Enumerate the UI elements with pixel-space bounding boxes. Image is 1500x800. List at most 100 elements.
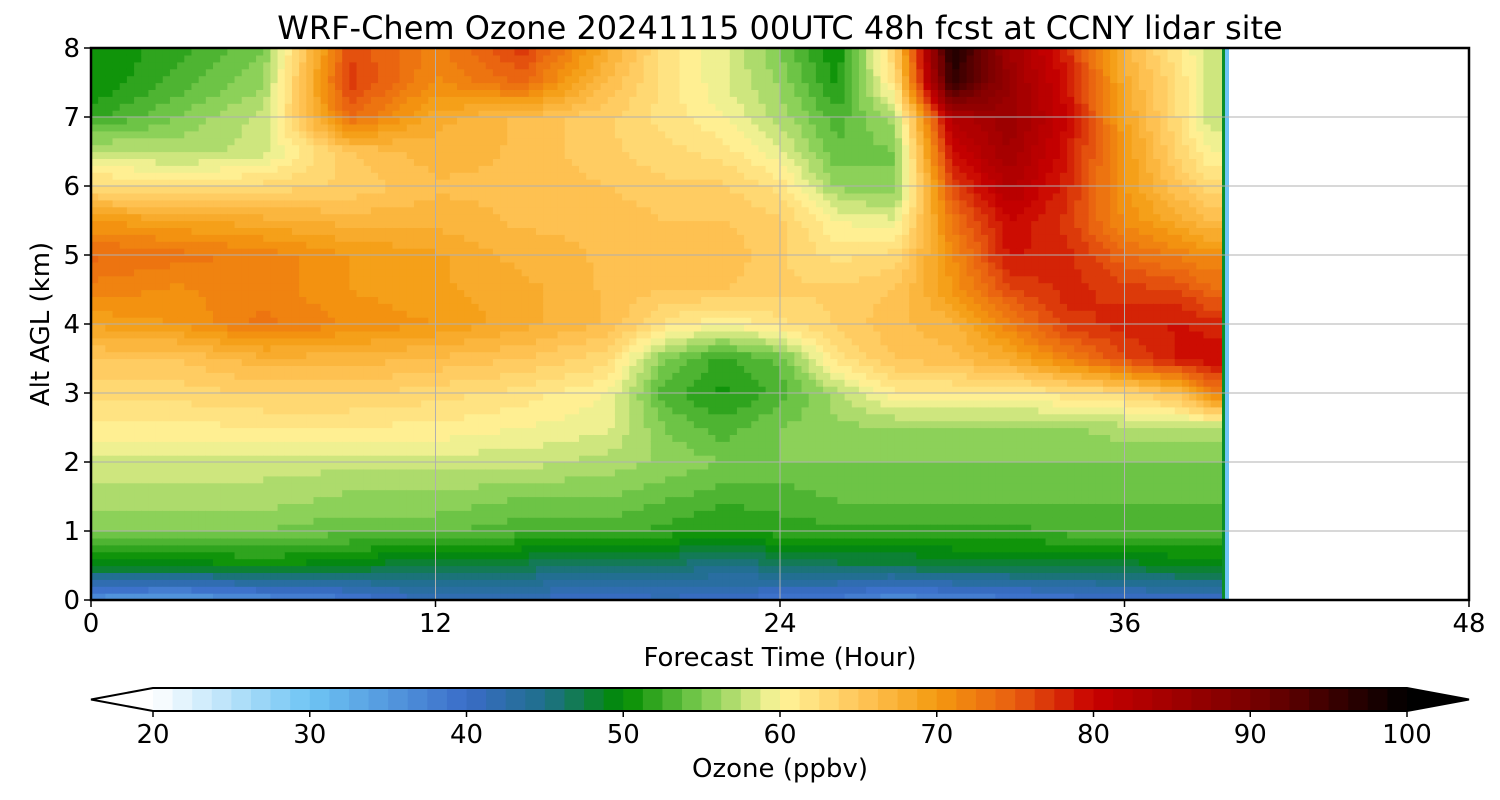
heatmap-cell bbox=[356, 572, 365, 580]
heatmap-cell bbox=[435, 54, 444, 63]
heatmap-cell bbox=[227, 489, 236, 498]
heatmap-cell bbox=[105, 565, 114, 573]
heatmap-cell bbox=[234, 330, 243, 339]
heatmap-cell bbox=[105, 558, 114, 567]
heatmap-cell bbox=[492, 172, 501, 180]
heatmap-cell bbox=[349, 586, 358, 594]
heatmap-cell bbox=[126, 524, 135, 532]
heatmap-cell bbox=[464, 268, 472, 277]
heatmap-cell bbox=[514, 551, 523, 560]
heatmap-cell bbox=[378, 579, 386, 587]
heatmap-cell bbox=[471, 289, 480, 297]
heatmap-cell bbox=[428, 503, 437, 511]
heatmap-cell bbox=[191, 379, 200, 387]
heatmap-cell bbox=[112, 517, 121, 525]
heatmap-cell bbox=[155, 61, 164, 70]
heatmap-cell bbox=[291, 475, 300, 484]
heatmap-cell bbox=[478, 130, 487, 139]
heatmap-cell bbox=[500, 241, 508, 249]
heatmap-cell bbox=[220, 220, 228, 228]
heatmap-cell bbox=[241, 220, 250, 228]
heatmap-cell bbox=[428, 48, 437, 56]
heatmap-cell bbox=[428, 61, 437, 70]
heatmap-cell bbox=[270, 448, 279, 456]
heatmap-cell bbox=[112, 192, 121, 201]
heatmap-cell bbox=[313, 227, 322, 235]
heatmap-cell bbox=[256, 510, 264, 518]
heatmap-cell bbox=[234, 144, 243, 153]
heatmap-cell bbox=[270, 393, 279, 401]
heatmap-cell bbox=[442, 558, 451, 567]
heatmap-cell bbox=[198, 565, 207, 573]
heatmap-cell bbox=[514, 489, 523, 498]
heatmap-cell bbox=[277, 496, 286, 504]
heatmap-cell bbox=[112, 434, 121, 442]
heatmap-cell bbox=[521, 317, 530, 325]
heatmap-cell bbox=[234, 165, 243, 173]
heatmap-cell bbox=[169, 468, 178, 477]
heatmap-cell bbox=[478, 268, 487, 277]
heatmap-cell bbox=[492, 89, 501, 97]
heatmap-cell bbox=[485, 448, 494, 456]
heatmap-cell bbox=[399, 330, 408, 339]
heatmap-cell bbox=[342, 275, 350, 284]
heatmap-cell bbox=[457, 365, 465, 373]
heatmap-cell bbox=[141, 468, 150, 477]
heatmap-cell bbox=[370, 434, 379, 442]
heatmap-cell bbox=[500, 89, 508, 97]
heatmap-cell bbox=[277, 61, 286, 70]
heatmap-cell bbox=[263, 137, 272, 146]
heatmap-cell bbox=[213, 365, 221, 373]
heatmap-cell bbox=[457, 579, 465, 587]
heatmap-cell bbox=[119, 434, 128, 442]
heatmap-cell bbox=[327, 489, 336, 498]
heatmap-cell bbox=[227, 158, 236, 166]
heatmap-cell bbox=[320, 462, 329, 470]
heatmap-cell bbox=[320, 179, 329, 187]
heatmap-cell bbox=[457, 544, 465, 553]
heatmap-cell bbox=[126, 213, 135, 222]
heatmap-cell bbox=[485, 482, 494, 491]
heatmap-cell bbox=[521, 337, 530, 346]
heatmap-cell bbox=[356, 565, 365, 573]
heatmap-cell bbox=[112, 324, 121, 332]
heatmap-cell bbox=[449, 213, 458, 222]
heatmap-cell bbox=[378, 179, 386, 187]
heatmap-cell bbox=[342, 537, 350, 546]
heatmap-cell bbox=[435, 579, 444, 587]
heatmap-cell bbox=[241, 462, 250, 470]
heatmap-cell bbox=[478, 531, 487, 539]
heatmap-cell bbox=[399, 199, 408, 208]
heatmap-cell bbox=[155, 192, 164, 201]
heatmap-cell bbox=[213, 151, 221, 159]
heatmap-cell bbox=[263, 310, 272, 318]
heatmap-cell bbox=[134, 227, 142, 235]
heatmap-cell bbox=[155, 103, 164, 111]
heatmap-cell bbox=[299, 165, 307, 173]
heatmap-cell bbox=[220, 489, 228, 498]
heatmap-cell bbox=[356, 227, 365, 235]
heatmap-cell bbox=[112, 261, 121, 270]
heatmap-cell bbox=[169, 241, 178, 249]
heatmap-cell bbox=[112, 365, 121, 373]
heatmap-cell bbox=[327, 558, 336, 567]
heatmap-cell bbox=[184, 54, 193, 63]
heatmap-cell bbox=[198, 496, 207, 504]
heatmap-cell bbox=[248, 275, 257, 284]
heatmap-cell bbox=[241, 234, 250, 242]
heatmap-cell bbox=[155, 365, 164, 373]
heatmap-cell bbox=[378, 496, 386, 504]
heatmap-cell bbox=[213, 317, 221, 325]
heatmap-cell bbox=[155, 75, 164, 84]
heatmap-cell bbox=[457, 337, 465, 346]
heatmap-cell bbox=[363, 144, 372, 153]
heatmap-cell bbox=[134, 434, 142, 442]
heatmap-cell bbox=[335, 255, 343, 263]
heatmap-cell bbox=[119, 399, 128, 408]
heatmap-cell bbox=[392, 393, 401, 401]
heatmap-cell bbox=[435, 82, 444, 90]
heatmap-cell bbox=[399, 386, 408, 394]
heatmap-cell bbox=[514, 310, 523, 318]
heatmap-cell bbox=[327, 524, 336, 532]
heatmap-cell bbox=[457, 324, 465, 332]
